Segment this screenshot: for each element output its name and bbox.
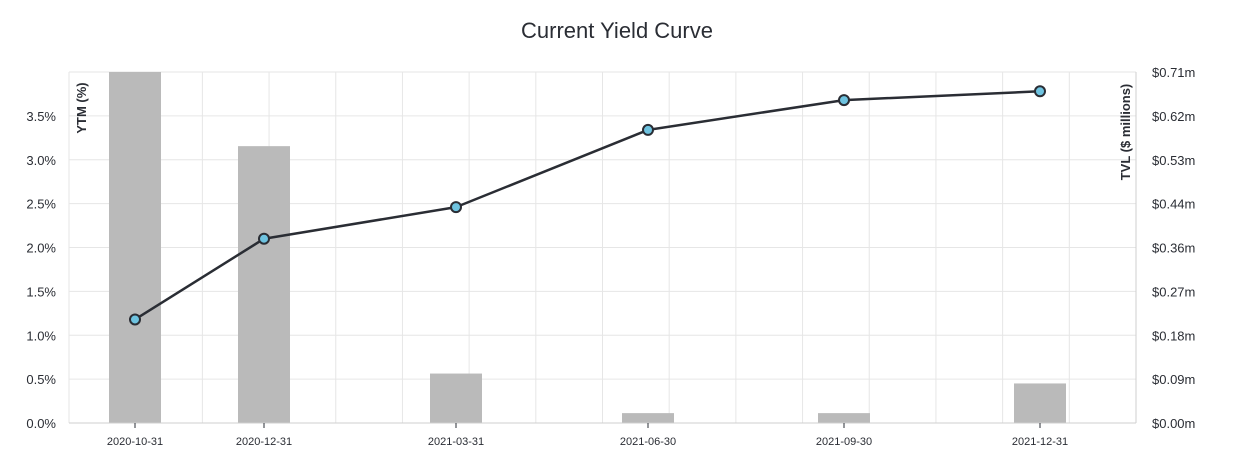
x-tick-label: 2021-09-30 (816, 436, 872, 448)
y-right-tick-label: $0.71m (1152, 65, 1195, 80)
ytm-point (642, 123, 654, 136)
ytm-point (258, 232, 270, 245)
y-left-tick-label: 0.0% (26, 416, 56, 431)
y-left-tick-label: 2.0% (26, 241, 56, 256)
grid-lines (68, 71, 1137, 424)
chart-title: Current Yield Curve (521, 18, 713, 43)
tvl-bar (109, 72, 161, 423)
y-left-tick-label: 1.0% (26, 328, 56, 343)
ytm-line (134, 90, 1041, 321)
y-right-tick-label: $0.44m (1152, 197, 1195, 212)
y-right-tick-label: $0.53m (1152, 153, 1195, 168)
y-left-tick-label: 1.5% (26, 284, 56, 299)
x-tick-label: 2020-12-31 (236, 436, 292, 448)
y-right-tick-label: $0.18m (1152, 328, 1195, 343)
tvl-bar (818, 413, 870, 423)
y-left-tick-label: 2.5% (26, 197, 56, 212)
x-tick-label: 2021-03-31 (428, 436, 484, 448)
tvl-bar (238, 146, 290, 424)
y-right-tick-label: $0.09m (1152, 372, 1195, 387)
y-left-tick-label: 3.5% (26, 109, 56, 124)
ytm-point (838, 94, 850, 107)
y-left-tick-label: 3.0% (26, 153, 56, 168)
y-left-tick-label: 0.5% (26, 372, 56, 387)
tvl-bar (430, 373, 482, 423)
tvl-bar (622, 413, 674, 423)
y-right-tick-label: $0.00m (1152, 416, 1195, 431)
x-tick-label: 2020-10-31 (107, 436, 163, 448)
y-right-tick-label: $0.27m (1152, 284, 1195, 299)
ytm-point (129, 313, 141, 326)
axes: 0.0% 0.5% 1.0% 1.5% 2.0% 2.5% 3.0% 3.5% $0.00m $0… (26, 65, 1195, 448)
ytm-point (1034, 85, 1046, 98)
y-left-axis-label: YTM (%) (74, 82, 89, 133)
tvl-bar (1014, 383, 1066, 423)
y-right-tick-label: $0.62m (1152, 109, 1195, 124)
y-right-axis-label: TVL ($ millions) (1118, 84, 1133, 181)
ytm-point (450, 201, 462, 214)
tvl-bars (109, 72, 1066, 424)
x-tick-label: 2021-12-31 (1012, 436, 1068, 448)
x-tick-label: 2021-06-30 (620, 436, 676, 448)
ytm-series (129, 85, 1046, 326)
y-right-tick-label: $0.36m (1152, 241, 1195, 256)
